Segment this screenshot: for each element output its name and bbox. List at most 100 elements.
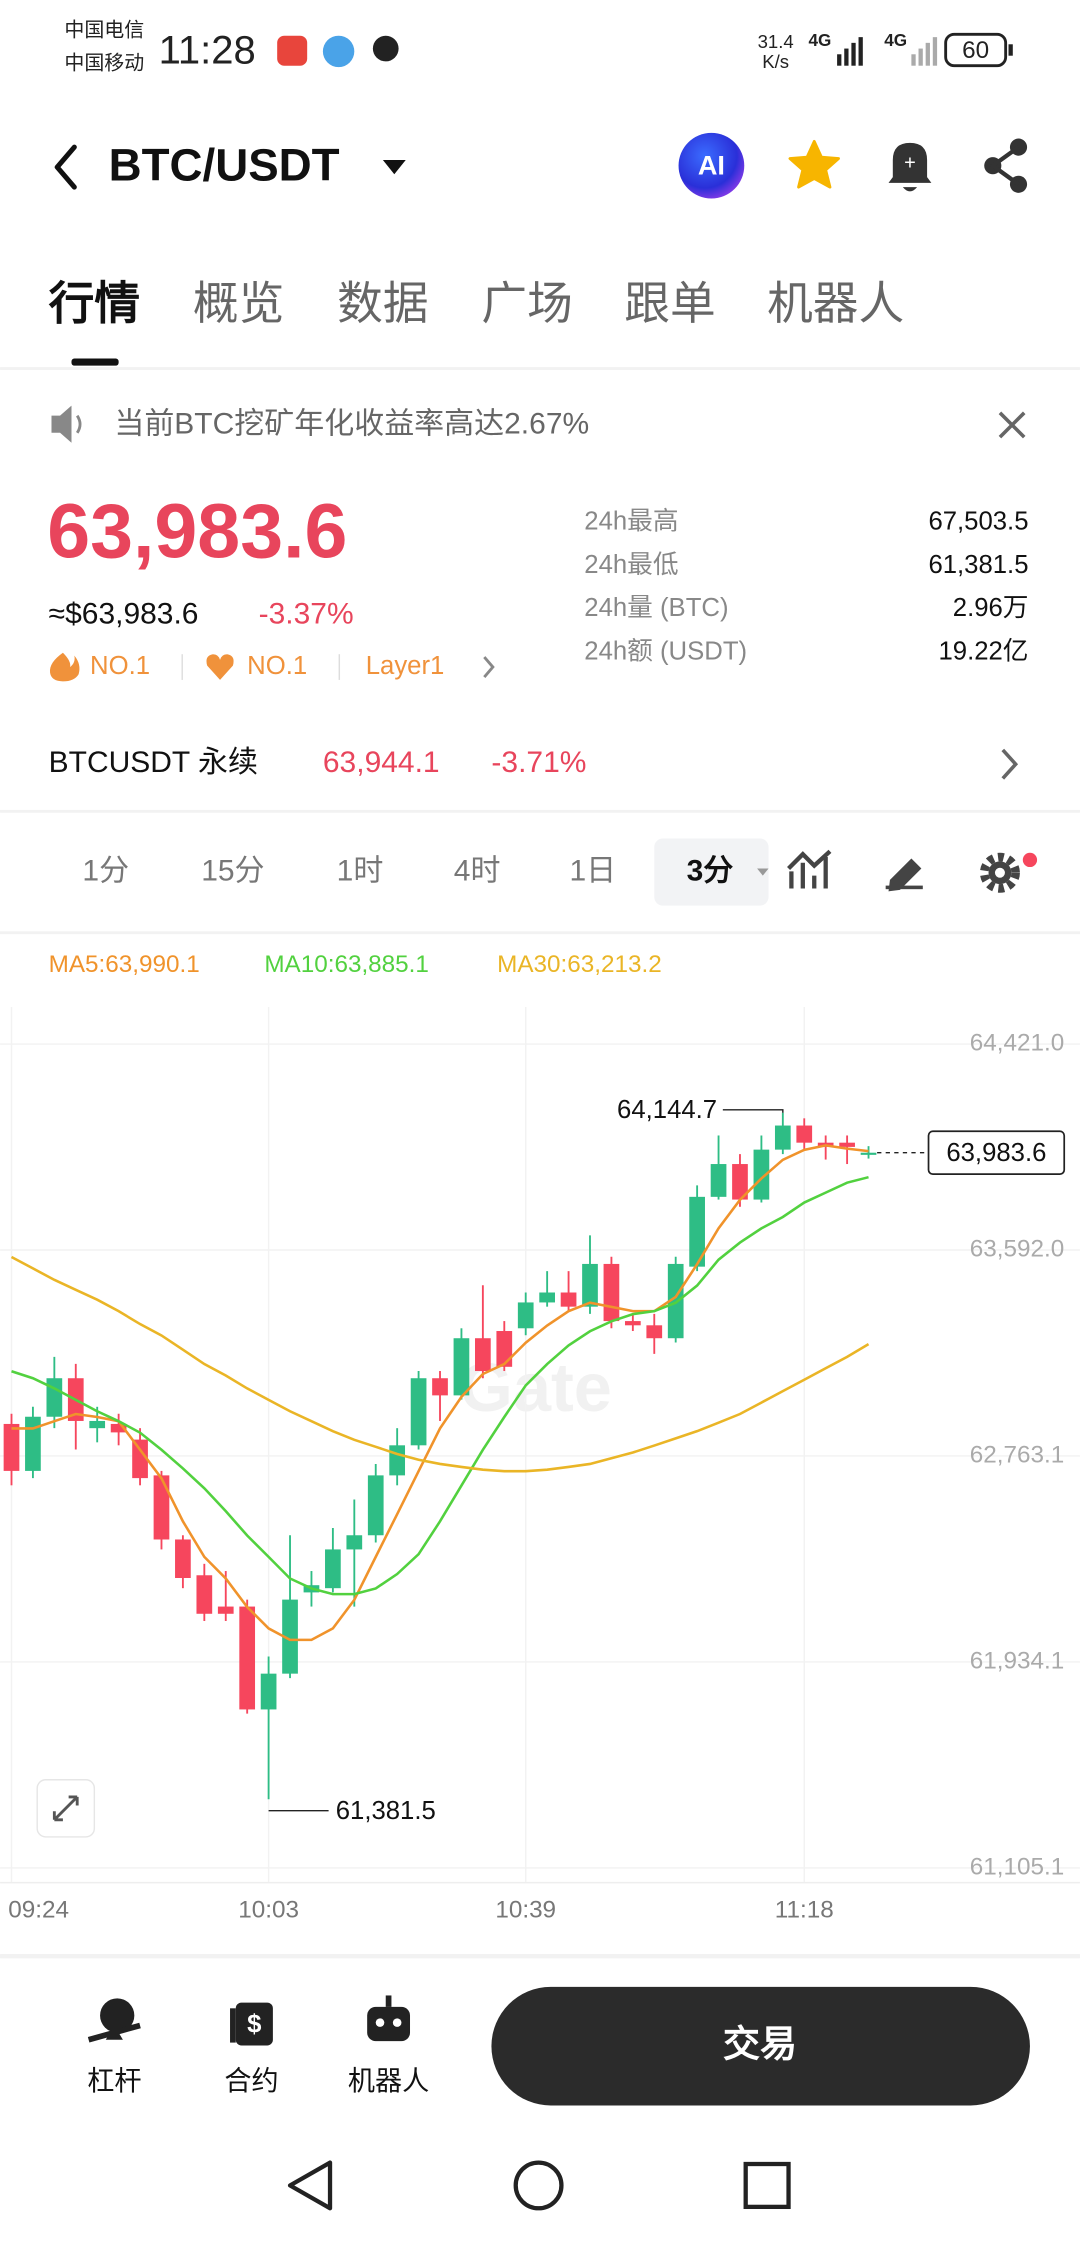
badge[interactable]: NO.1	[90, 652, 150, 680]
chevron[interactable]	[483, 656, 495, 678]
last-price-label: 63,983.6	[946, 1139, 1046, 1167]
ma-legend: MA10:63,885.1	[264, 951, 429, 978]
tab[interactable]: 广场	[481, 278, 572, 329]
trade-button[interactable]	[491, 1986, 1030, 2106]
interval-bar: 1分 15分 1时 4时 1日 3分	[82, 855, 733, 888]
stat-label: 24h最低	[584, 550, 678, 579]
y-tick-label: 61,934.1	[970, 1647, 1064, 1674]
stat-label: 24h量 (BTC)	[584, 594, 728, 622]
ma-legend: MA5:63,990.1	[49, 951, 200, 978]
share-button[interactable]	[984, 138, 1028, 193]
stat-value: 19.22亿	[938, 636, 1028, 665]
y-tick-label: 61,105.1	[970, 1853, 1064, 1880]
fav-icon	[206, 654, 234, 680]
tab[interactable]: 数据	[337, 278, 428, 329]
tab[interactable]: 跟单	[624, 278, 715, 329]
close-notice[interactable]	[998, 411, 1026, 439]
candle-body	[496, 1331, 513, 1367]
candle-body	[475, 1338, 491, 1372]
badge[interactable]: Layer1	[366, 652, 445, 680]
hot-icon	[49, 652, 80, 682]
alert-button[interactable]	[888, 142, 932, 192]
pair-title[interactable]: BTC/USDT	[109, 140, 340, 191]
indicator-button[interactable]	[787, 849, 832, 889]
nav-recent[interactable]	[743, 2161, 791, 2210]
nav-label[interactable]: 机器人	[348, 2065, 429, 2096]
min-label: 61,381.5	[336, 1797, 436, 1825]
stat-value: 67,503.5	[928, 508, 1028, 536]
settings-button[interactable]	[979, 852, 1020, 893]
contract-icon[interactable]: $	[230, 2002, 273, 2046]
stats: 24h最高 67,503.5 24h最低 61,381.5 24h量 (BTC) 2.96…	[584, 507, 1028, 666]
carrier: 中国移动	[64, 52, 144, 75]
battery	[944, 32, 1008, 68]
interval[interactable]: 1日	[570, 855, 617, 888]
last-price: 63,983.6	[47, 488, 347, 574]
interval-dropdown[interactable]	[757, 868, 769, 876]
separator	[181, 654, 183, 680]
candle-body	[453, 1338, 470, 1396]
battery-cap	[1008, 44, 1013, 56]
interval[interactable]: 1分	[82, 855, 129, 888]
signal	[911, 37, 938, 66]
perp-change: -3.71%	[491, 746, 586, 779]
interval[interactable]: 3分	[687, 855, 734, 888]
notice-text[interactable]: 当前BTC挖矿年化收益率高达2.67%	[114, 408, 589, 441]
tab[interactable]: 机器人	[767, 278, 904, 329]
stat-label: 24h额 (USDT)	[584, 636, 747, 665]
draw-button[interactable]	[885, 858, 923, 892]
badge[interactable]: NO.1	[247, 652, 307, 680]
clock: 11:28	[159, 28, 256, 72]
candle-body	[217, 1606, 234, 1614]
y-tick-label: 63,592.0	[970, 1235, 1064, 1262]
favorite-button[interactable]	[788, 139, 840, 189]
x-tick-label: 10:03	[238, 1897, 299, 1924]
candle-body	[25, 1416, 41, 1471]
nav-home[interactable]	[513, 2160, 564, 2211]
y-tick-label: 64,421.0	[970, 1029, 1064, 1056]
candle-body	[3, 1423, 20, 1471]
nav-label[interactable]: 杠杆	[87, 2065, 141, 2096]
carrier: 中国电信	[64, 19, 144, 42]
nav-label[interactable]: 合约	[224, 2065, 278, 2096]
ma-line	[10, 1255, 870, 1473]
back-button[interactable]	[54, 144, 77, 190]
interval[interactable]: 4时	[454, 855, 501, 888]
ma-line	[11, 1144, 869, 1642]
candle-body	[367, 1475, 384, 1536]
x-tick-label: 09:24	[8, 1897, 69, 1924]
candle-body	[539, 1292, 555, 1303]
y-tick-label: 62,763.1	[970, 1441, 1064, 1468]
chevron[interactable]	[1001, 748, 1019, 780]
divider	[0, 931, 1080, 935]
interval[interactable]: 15分	[201, 855, 264, 888]
alert-plus: +	[904, 153, 916, 175]
expand-icon	[52, 1795, 79, 1822]
candle-body	[110, 1423, 127, 1433]
x-tick-label: 10:39	[495, 1897, 556, 1924]
divider	[0, 367, 1080, 370]
candle-body	[796, 1125, 813, 1143]
leverage-icon[interactable]	[87, 1998, 141, 2043]
robot-icon[interactable]	[367, 1995, 411, 2042]
signal	[837, 37, 863, 66]
net-speed-unit: K/s	[762, 51, 789, 72]
pair-dropdown[interactable]	[382, 159, 406, 175]
ai-label: AI	[698, 149, 725, 180]
max-marker	[722, 1109, 784, 1113]
nav-back[interactable]	[287, 2160, 333, 2211]
stat-label: 24h最高	[584, 507, 678, 536]
app-icon	[372, 35, 399, 62]
candle-body	[646, 1325, 663, 1339]
perp-name[interactable]: BTCUSDT 永续	[49, 746, 258, 779]
candle-body	[710, 1164, 727, 1197]
candle-body	[89, 1420, 106, 1429]
ai-button[interactable]	[678, 132, 745, 199]
interval[interactable]: 1时	[337, 855, 384, 888]
candle-body	[582, 1263, 598, 1307]
app-icon	[277, 35, 308, 66]
ma-legend: MA30:63,213.2	[497, 951, 662, 978]
tab[interactable]: 概览	[193, 278, 284, 329]
tab[interactable]: 行情	[49, 278, 140, 329]
